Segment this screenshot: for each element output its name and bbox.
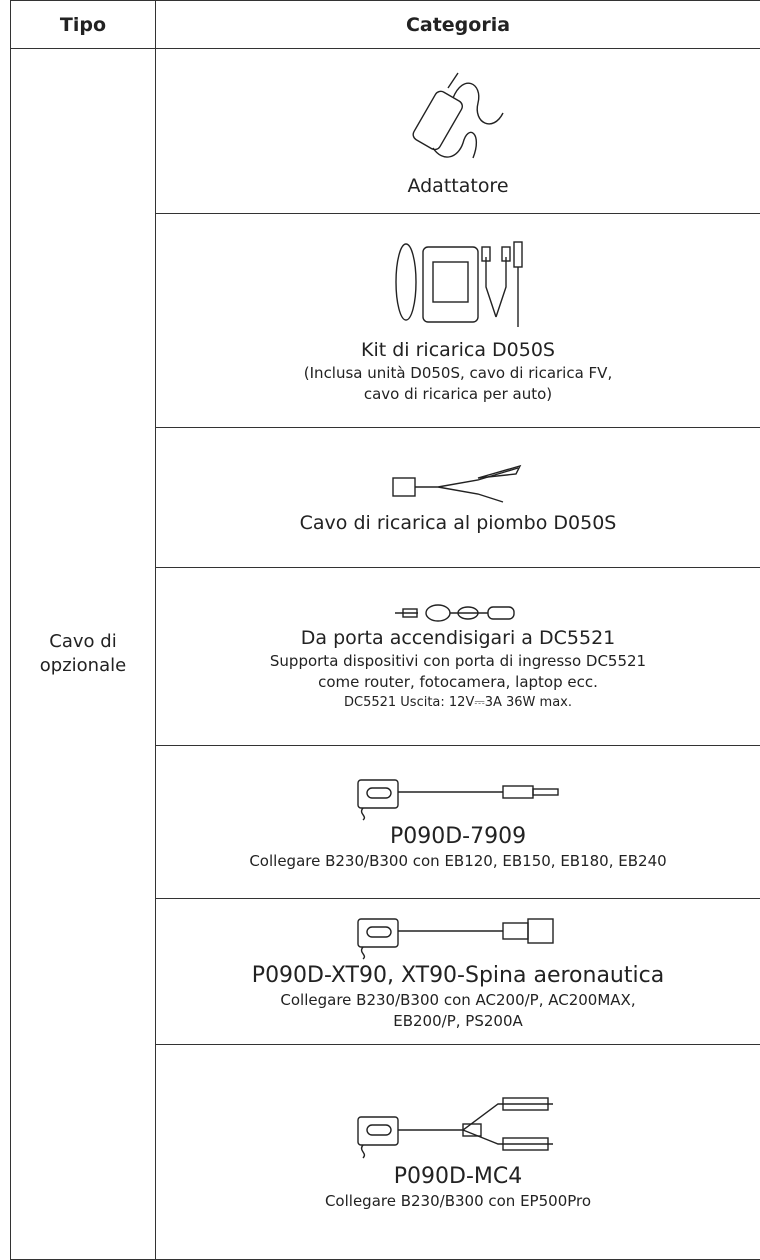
item-name: P090D-MC4 <box>156 1164 760 1189</box>
row: P090D-7909 Collegare B230/B300 con EB120… <box>156 746 760 899</box>
item-name: Da porta accendisigari a DC5521 <box>156 627 760 649</box>
icon <box>353 911 563 961</box>
row: Kit di ricarica D050S (Inclusa unità D05… <box>156 214 760 428</box>
item-line: Collegare B230/B300 con AC200/P, AC200MA… <box>156 990 760 1011</box>
icon <box>403 63 513 173</box>
icon <box>393 601 523 625</box>
item-name: Kit di ricarica D050S <box>156 339 760 361</box>
item-line: Supporta dispositivi con porta di ingres… <box>156 651 760 672</box>
item-name: Adattatore <box>156 175 760 197</box>
item-line: Collegare B230/B300 con EB120, EB150, EB… <box>156 851 760 872</box>
item-line: EB200/P, PS200A <box>156 1011 760 1032</box>
icon <box>388 237 528 337</box>
item-name: P090D-7909 <box>156 824 760 849</box>
row: P090D-XT90, XT90-Spina aeronautica Colle… <box>156 899 760 1045</box>
row: Cavo di ricarica al piombo D050S <box>156 428 760 568</box>
row: Da porta accendisigari a DC5521 Supporta… <box>156 568 760 746</box>
icon <box>388 460 528 510</box>
item-name: Cavo di ricarica al piombo D050S <box>156 512 760 534</box>
item-line: Collegare B230/B300 con EP500Pro <box>156 1191 760 1212</box>
icon <box>353 772 563 822</box>
type-line: Cavo di <box>17 630 149 654</box>
item-spec: DC5521 Uscita: 12V⎓3A 36W max. <box>156 693 760 713</box>
item-line: come router, fotocamera, laptop ecc. <box>156 672 760 693</box>
icon <box>353 1092 563 1162</box>
item-name: P090D-XT90, XT90-Spina aeronautica <box>156 963 760 988</box>
header-cell: Categoria <box>156 1 760 49</box>
item-line: cavo di ricarica per auto) <box>156 384 760 405</box>
row: P090D-MC4 Collegare B230/B300 con EP500P… <box>156 1045 760 1260</box>
row: Adattatore <box>156 49 760 214</box>
type-line: opzionale <box>17 654 149 678</box>
header-cell: Tipo <box>11 1 156 49</box>
item-line: (Inclusa unità D050S, cavo di ricarica F… <box>156 363 760 384</box>
